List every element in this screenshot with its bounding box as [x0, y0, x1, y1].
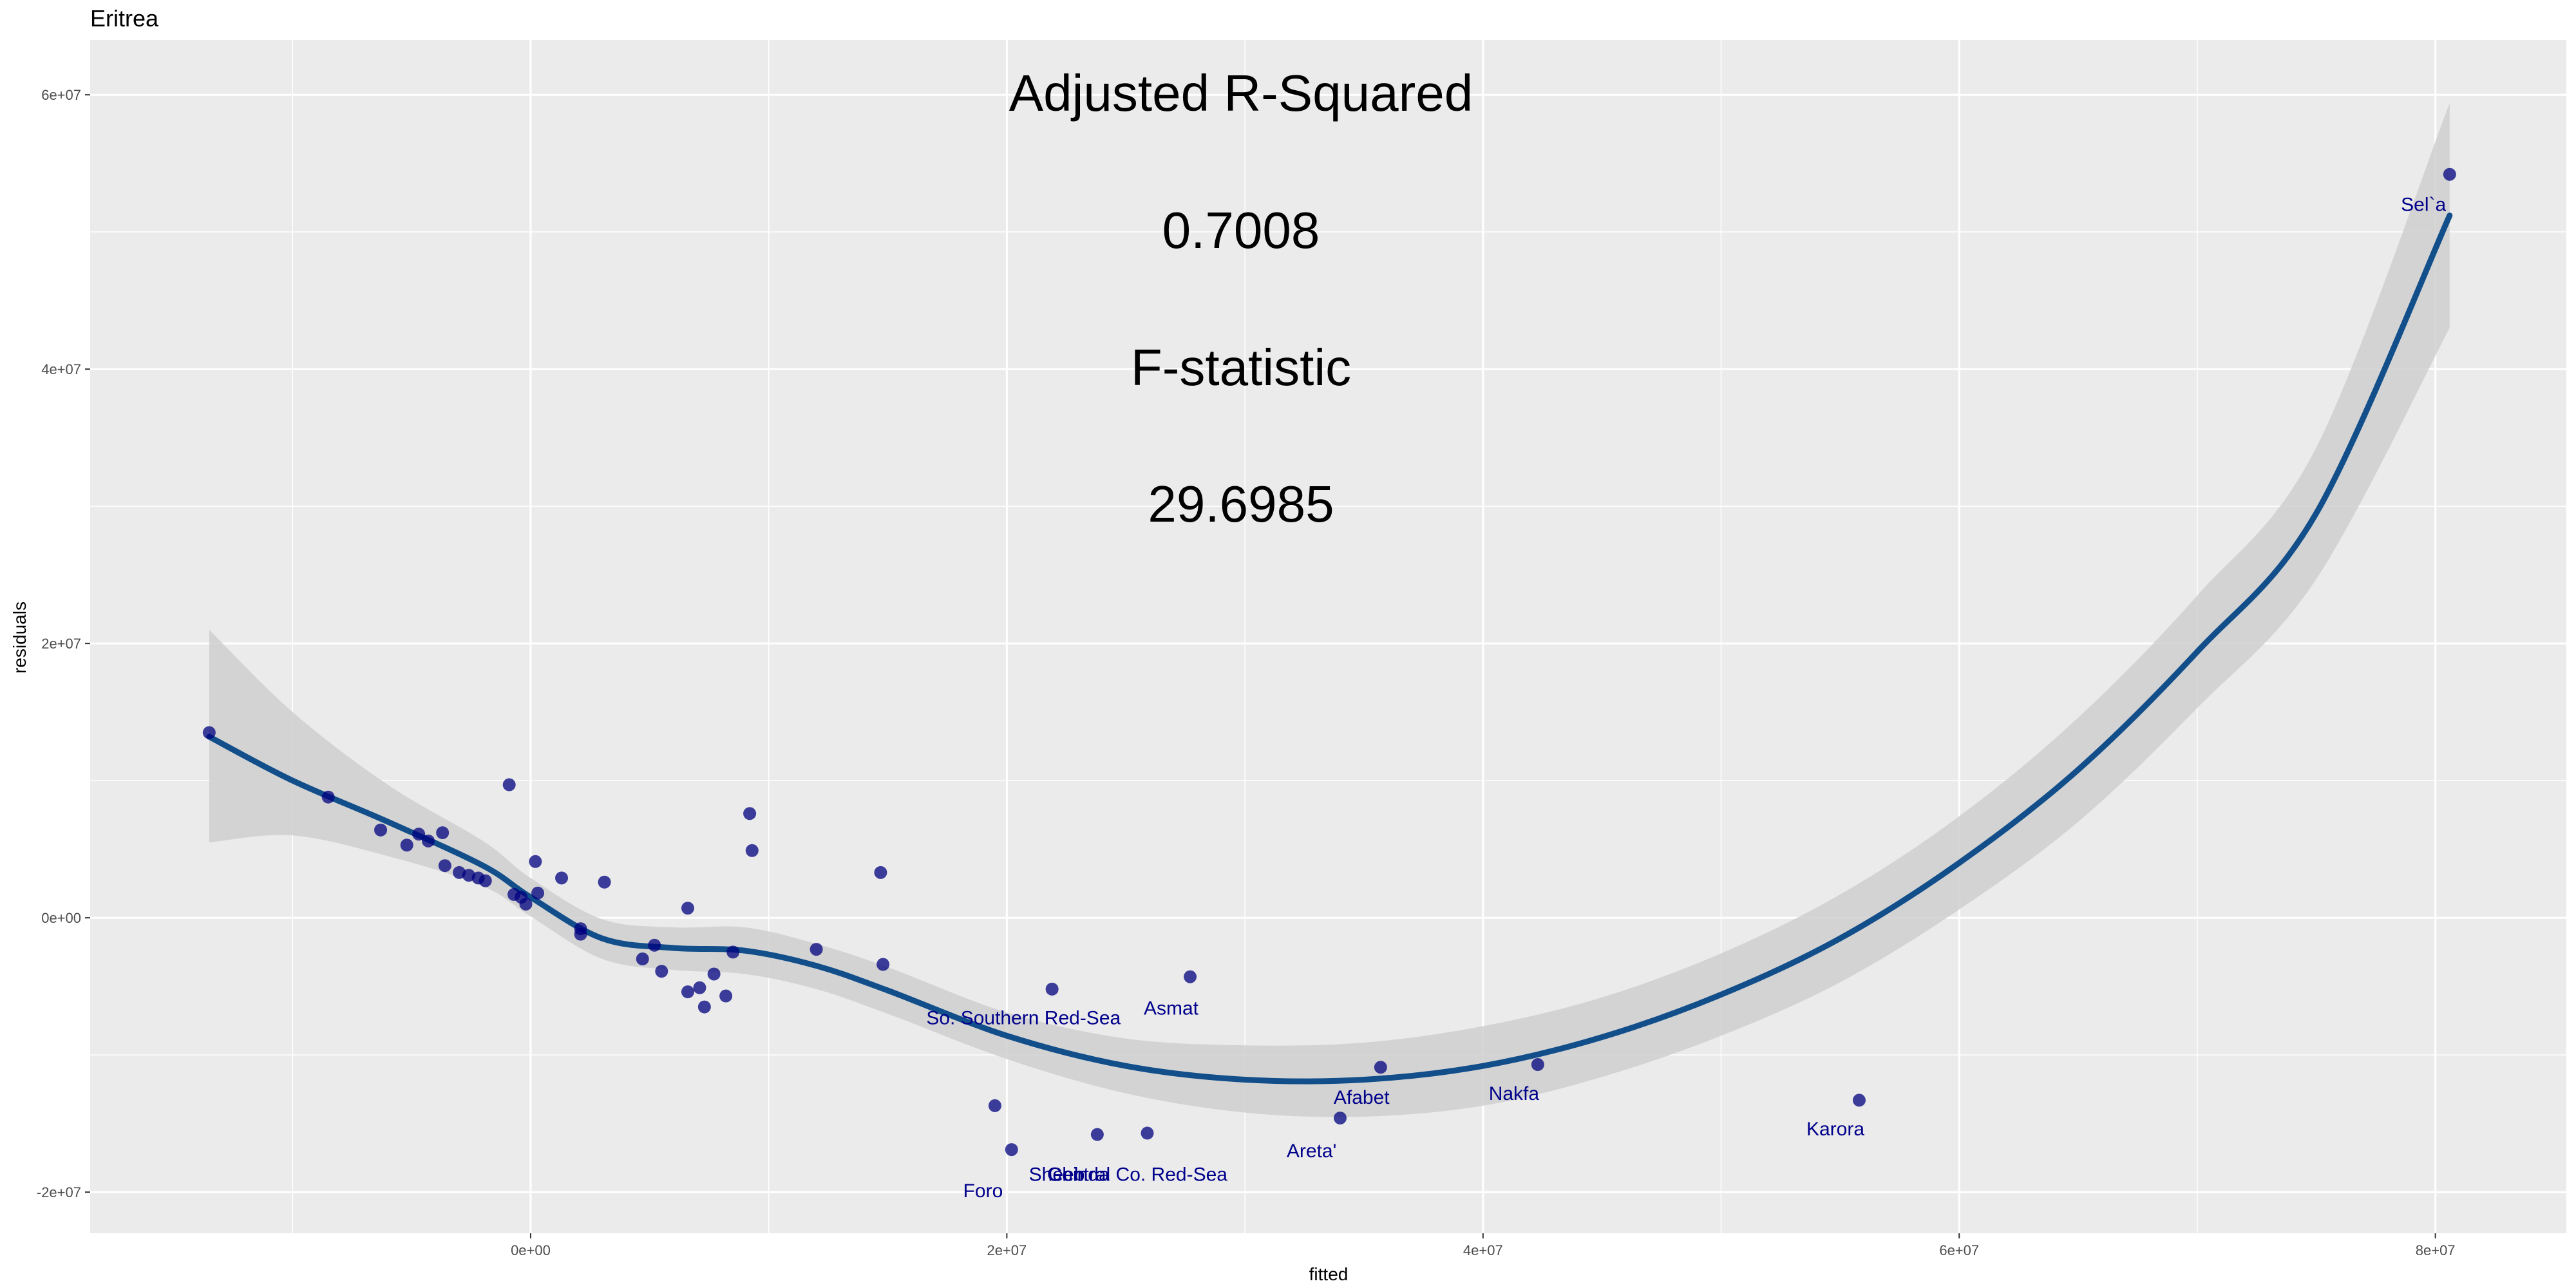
f-stat-value: 29.6985 — [1148, 475, 1334, 533]
x-tick-label: 4e+07 — [1463, 1242, 1503, 1258]
point-label: Sheeb — [1029, 1164, 1085, 1185]
data-point — [1374, 1061, 1387, 1074]
data-point — [2443, 167, 2456, 181]
data-point — [202, 726, 216, 739]
data-point — [1045, 982, 1059, 996]
y-tick-label: 4e+07 — [41, 361, 81, 377]
axis-ticks: 0e+00 2e+07 4e+07 6e+07 8e+07 -2e+07 0e+00 2e+0… — [37, 87, 2456, 1258]
x-tick-label: 0e+00 — [511, 1242, 551, 1258]
y-tick-label: 0e+00 — [41, 910, 81, 926]
data-point — [400, 838, 413, 852]
data-point — [745, 844, 759, 857]
y-tick-label: -2e+07 — [37, 1184, 81, 1200]
data-point — [1005, 1143, 1018, 1157]
data-point — [529, 855, 542, 868]
data-point — [693, 981, 706, 994]
data-point — [726, 945, 740, 959]
data-point — [876, 958, 890, 971]
y-axis-title: residuals — [10, 601, 30, 674]
data-point — [681, 985, 694, 999]
data-point — [519, 897, 533, 911]
data-point — [374, 823, 388, 837]
point-label: Afabet — [1334, 1087, 1390, 1108]
data-point — [438, 859, 451, 873]
stats-annotation: Adjusted R-Squared 0.7008 F-statistic 29… — [1009, 64, 1473, 533]
data-point — [636, 952, 649, 966]
data-point — [1141, 1126, 1154, 1140]
point-label: Asmat — [1144, 998, 1199, 1019]
point-label: Sel`a — [2401, 194, 2446, 216]
data-point — [707, 967, 721, 981]
data-point — [681, 902, 694, 915]
adj-r2-label: Adjusted R-Squared — [1009, 64, 1473, 122]
point-label: Ghinda — [1047, 1164, 1110, 1185]
data-point — [502, 778, 516, 791]
data-point — [1090, 1128, 1104, 1141]
data-point — [719, 989, 733, 1003]
f-stat-label: F-statistic — [1131, 339, 1351, 396]
data-point — [1184, 970, 1197, 983]
x-tick-label: 8e+07 — [2416, 1242, 2456, 1258]
data-point — [321, 790, 335, 804]
data-point — [1852, 1094, 1866, 1107]
smooth-fit-line — [206, 213, 2453, 1084]
data-point — [655, 965, 668, 978]
data-point — [874, 866, 887, 879]
data-point — [743, 807, 757, 820]
adj-r2-value: 0.7008 — [1162, 202, 1320, 259]
data-point — [648, 938, 661, 952]
data-point — [555, 871, 569, 885]
x-tick-label: 2e+07 — [987, 1242, 1027, 1258]
point-label: Karora — [1806, 1119, 1864, 1140]
data-point — [1531, 1058, 1544, 1072]
data-point — [1333, 1112, 1347, 1125]
data-point — [574, 927, 587, 941]
x-tick-label: 6e+07 — [1939, 1242, 1979, 1258]
data-points — [202, 167, 2456, 1157]
data-point — [531, 886, 545, 900]
point-label: So. Southern Red-Sea — [926, 1008, 1121, 1029]
data-point — [810, 943, 823, 956]
data-point — [598, 875, 611, 889]
data-point — [421, 834, 435, 848]
data-point — [436, 826, 450, 840]
point-labels: Sel`a So. Southern Red-Sea Asmat Afabet Nakf… — [926, 194, 2446, 1202]
chart-title: Eritrea — [90, 5, 159, 32]
point-label: Nakfa — [1489, 1083, 1540, 1104]
plot-panel — [90, 40, 2566, 1233]
data-point — [988, 1099, 1001, 1112]
data-point — [478, 874, 492, 887]
point-label: Foro — [963, 1180, 1003, 1202]
data-point — [697, 1000, 711, 1014]
point-label: Areta' — [1287, 1141, 1336, 1162]
y-tick-label: 6e+07 — [41, 87, 81, 103]
x-axis-title: fitted — [1309, 1264, 1349, 1284]
y-tick-label: 2e+07 — [41, 636, 81, 652]
data-point — [412, 828, 426, 841]
point-label: Central Co. Red-Sea — [1048, 1164, 1227, 1185]
